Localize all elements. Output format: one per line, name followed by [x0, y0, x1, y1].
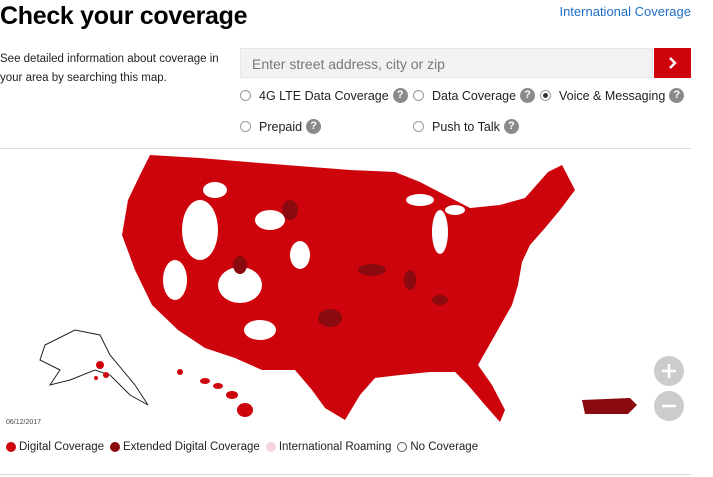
legend: Digital Coverage Extended Digital Coverag…	[6, 441, 484, 453]
option-label: 4G LTE Data Coverage	[259, 88, 389, 103]
legend-label: Extended Digital Coverage	[123, 441, 260, 453]
page-title: Check your coverage	[0, 2, 248, 30]
help-icon[interactable]: ?	[392, 88, 408, 103]
radio-button[interactable]	[413, 90, 424, 101]
option-label: Data Coverage	[432, 88, 517, 103]
legend-item: Extended Digital Coverage	[110, 441, 260, 453]
zoom-out[interactable]	[654, 391, 684, 421]
legend-label: Digital Coverage	[19, 441, 105, 453]
legend-item: Digital Coverage	[6, 441, 104, 453]
legend-item: International Roaming	[265, 441, 392, 453]
radio-option[interactable]: Prepaid?	[240, 119, 322, 134]
map-date: 06/12/2017	[6, 419, 41, 426]
option-label: Prepaid	[259, 119, 303, 134]
alaska-coverage	[94, 361, 109, 380]
international-link[interactable]: International Coverage	[559, 4, 691, 19]
legend-item: No Coverage	[397, 441, 478, 453]
hawaii	[177, 369, 253, 417]
help-icon[interactable]: ?	[503, 119, 519, 134]
legend-label: International Roaming	[278, 441, 392, 453]
radio-option[interactable]: Data Coverage?	[413, 88, 536, 103]
radio-option[interactable]: Voice & Messaging?	[540, 88, 685, 103]
legend-swatch	[110, 442, 121, 452]
extended-coverage-areas	[233, 200, 448, 327]
legend-swatch	[265, 442, 276, 452]
radio-option[interactable]: 4G LTE Data Coverage?	[240, 88, 408, 103]
legend-swatch	[6, 442, 16, 452]
divider	[0, 148, 691, 149]
option-label: Push to Talk	[432, 119, 500, 134]
search-placeholder: Enter street address, city or zip	[252, 56, 445, 72]
alaska	[39, 329, 149, 406]
radio-button[interactable]	[240, 90, 251, 101]
puerto-rico	[582, 398, 637, 414]
option-label: Voice & Messaging	[559, 88, 666, 103]
search-input[interactable]: Enter street address, city or zip	[240, 48, 653, 78]
radio-option[interactable]: Push to Talk?	[413, 119, 519, 134]
divider	[0, 474, 691, 475]
search-button[interactable]	[654, 48, 691, 78]
us-mainland	[122, 155, 575, 422]
chevron-icon	[669, 57, 677, 69]
help-icon[interactable]: ?	[669, 88, 685, 103]
no-coverage-areas	[163, 182, 465, 340]
radio-button[interactable]	[540, 90, 551, 101]
zoom-in[interactable]	[654, 356, 684, 386]
description: See detailed information about coverage …	[0, 53, 219, 84]
radio-button[interactable]	[240, 121, 251, 132]
help-icon[interactable]: ?	[306, 119, 322, 134]
legend-swatch	[397, 442, 408, 452]
help-icon[interactable]: ?	[520, 88, 536, 103]
legend-label: No Coverage	[410, 441, 479, 453]
radio-button[interactable]	[413, 121, 424, 132]
coverage-map[interactable]: 06/12/2017	[0, 149, 691, 431]
